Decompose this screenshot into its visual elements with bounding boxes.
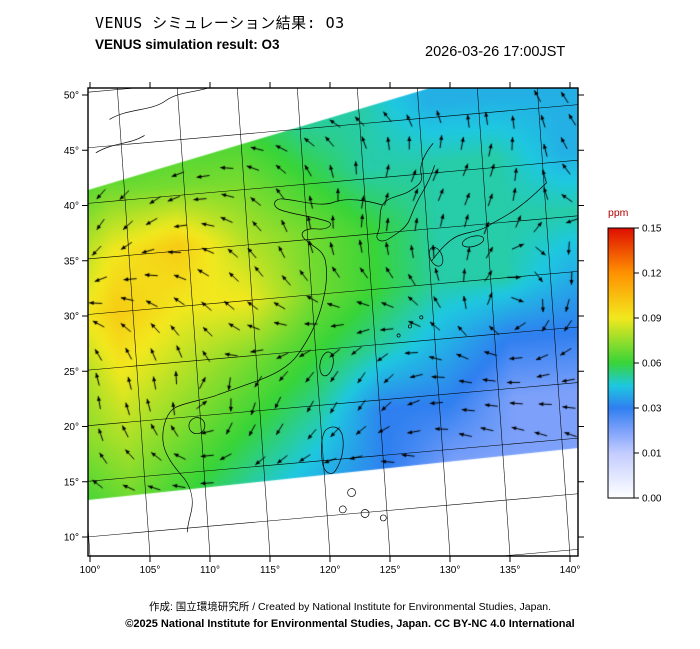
island-ryukyu-2 [396, 333, 401, 338]
island-ph-1 [347, 488, 356, 497]
x-axis-label: 115° [260, 565, 280, 576]
y-axis-label: 40° [64, 201, 79, 212]
x-axis-label: 120° [320, 565, 341, 576]
colorbar-tick-label: 0.12 [642, 269, 662, 280]
y-axis-label: 15° [64, 477, 79, 488]
meridian-line [350, 88, 394, 556]
colorbar-tick-label: 0.09 [642, 314, 662, 325]
x-axis-labels: 100° 105° 110° 115° 120° 125° 130° 135° 140° [80, 565, 581, 576]
colorbar-tick-label: 0.06 [642, 359, 662, 370]
coastline-korea [376, 143, 436, 242]
parallel-line [88, 211, 578, 268]
island-luzon [321, 426, 344, 474]
graticule [0, 0, 608, 631]
x-axis-label: 130° [440, 565, 461, 576]
y-axis-label: 20° [64, 422, 79, 433]
y-axis-label: 50° [64, 91, 79, 102]
island-hainan [188, 417, 206, 435]
axis-ticks [82, 82, 584, 562]
parallel-line [88, 100, 578, 157]
island-shikoku [461, 235, 485, 248]
x-axis-label: 125° [380, 565, 401, 576]
colorbar-tick-label: 0.15 [642, 224, 662, 235]
colorbar-tick-label: 0.03 [642, 404, 662, 415]
x-axis-label: 100° [80, 565, 101, 576]
y-axis-label: 10° [64, 533, 79, 544]
island-ph-2 [338, 505, 347, 514]
copyright-line: ©2025 National Institute for Environment… [125, 618, 575, 630]
island-ryukyu-1 [408, 324, 412, 329]
island-ph-3 [360, 509, 370, 518]
coastlines [95, 88, 548, 533]
meridian-line [529, 88, 573, 556]
colorbar-unit-label: ppm [608, 207, 629, 219]
parallel-line [88, 542, 578, 556]
parallel-line [88, 487, 578, 544]
island-taiwan [319, 351, 334, 377]
x-axis-label: 110° [200, 565, 220, 576]
island-kyushu [428, 246, 444, 267]
y-axis-label: 25° [64, 367, 79, 378]
coastline-japan [431, 182, 548, 262]
credit-line: 作成: 国立環境研究所 / Created by National Instit… [148, 601, 552, 613]
y-axis-label: 45° [64, 146, 79, 157]
parallel-line [88, 321, 578, 378]
y-axis-labels: 50° 45° 40° 35° 30° 25° 20° 15° 10° [64, 91, 79, 544]
island-ryukyu-3 [419, 315, 424, 320]
island-ph-4 [380, 514, 387, 522]
x-axis-label: 135° [500, 565, 521, 576]
plot-frame [87, 87, 579, 557]
parallel-line [88, 377, 578, 433]
parallel-line [0, 0, 608, 46]
parallel-line [88, 266, 578, 323]
meridian-line [111, 88, 155, 556]
meridian-line [0, 23, 35, 631]
x-axis-label: 105° [140, 565, 161, 576]
y-axis-label: 35° [64, 256, 79, 267]
y-axis-label: 30° [64, 312, 79, 323]
colorbar-tick-label: 0.01 [642, 449, 662, 460]
meridian-line [230, 88, 275, 556]
meridian-line [409, 88, 453, 556]
coastline-china [162, 198, 383, 533]
colorbar-ticks: 0.15 0.12 0.09 0.06 0.03 0.01 0.00 [634, 224, 662, 505]
parallel-line [88, 88, 578, 102]
parallel-line [88, 432, 578, 489]
colorbar: ppm 0.15 0.12 0.09 0.06 0.03 0.01 0.00 [607, 207, 662, 505]
colorbar-gradient [608, 228, 634, 498]
parallel-line [88, 156, 578, 212]
meridian-line [171, 88, 215, 556]
meridian-line [290, 88, 334, 556]
meridian-line [469, 88, 513, 556]
colorbar-tick-label: 0.00 [642, 494, 662, 505]
coastline-north-fragments [95, 88, 402, 154]
x-axis-label: 140° [560, 565, 581, 576]
